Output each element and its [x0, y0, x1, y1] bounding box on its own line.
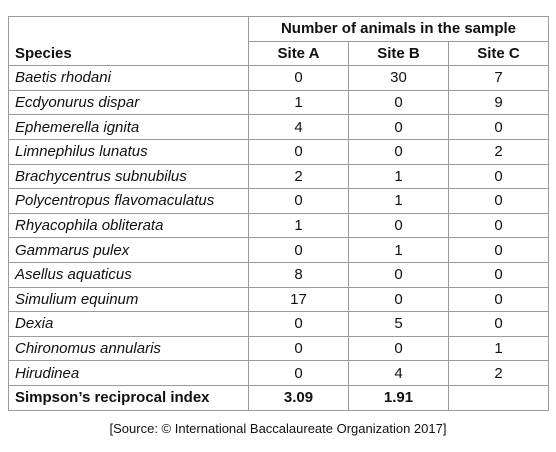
- index-value: 1.91: [348, 384, 449, 411]
- count-cell: 0: [348, 261, 449, 288]
- table-row: Polycentropus flavomaculatus 0 1 0: [8, 188, 549, 214]
- species-name: Hirudinea: [8, 360, 249, 386]
- count-cell: 0: [248, 237, 349, 263]
- column-header: Site B: [348, 40, 449, 67]
- empty-cell: [448, 384, 549, 411]
- count-cell: 2: [248, 163, 349, 190]
- table-row: Ecdyonurus dispar 1 0 9: [8, 89, 549, 116]
- count-cell: 1: [348, 163, 449, 190]
- index-label: Simpson’s reciprocal index: [8, 384, 249, 411]
- species-name: Rhyacophila obliterata: [8, 212, 249, 239]
- count-cell: 0: [448, 114, 549, 140]
- count-cell: 0: [248, 311, 349, 337]
- count-cell: 2: [448, 138, 549, 165]
- table-row: Simulium equinum 17 0 0: [8, 286, 549, 313]
- column-header: Site C: [448, 40, 549, 67]
- count-cell: 1: [248, 89, 349, 116]
- table-row: Hirudinea 0 4 2: [8, 360, 549, 386]
- index-row: Simpson’s reciprocal index 3.09 1.91: [8, 384, 549, 411]
- count-cell: 1: [248, 212, 349, 239]
- count-cell: 1: [348, 237, 449, 263]
- species-name: Asellus aquaticus: [8, 261, 249, 288]
- table-row: Limnephilus lunatus 0 0 2: [8, 138, 549, 165]
- species-name: Ecdyonurus dispar: [8, 89, 249, 116]
- count-cell: 0: [348, 114, 449, 140]
- count-cell: 0: [448, 311, 549, 337]
- count-cell: 1: [448, 335, 549, 362]
- species-name: Baetis rhodani: [8, 65, 249, 91]
- count-cell: 2: [448, 360, 549, 386]
- species-table: Species Number of animals in the sample …: [8, 15, 549, 411]
- count-cell: 0: [248, 335, 349, 362]
- column-header: Site A: [248, 40, 349, 67]
- table-row: Asellus aquaticus 8 0 0: [8, 261, 549, 288]
- species-name: Limnephilus lunatus: [8, 138, 249, 165]
- species-name: Brachycentrus subnubilus: [8, 163, 249, 190]
- count-cell: 0: [348, 138, 449, 165]
- count-cell: 8: [248, 261, 349, 288]
- count-cell: 0: [448, 286, 549, 313]
- group-header: Number of animals in the sample: [248, 16, 549, 42]
- count-cell: 0: [348, 212, 449, 239]
- species-name: Gammarus pulex: [8, 237, 249, 263]
- count-cell: 0: [448, 237, 549, 263]
- table-row: Rhyacophila obliterata 1 0 0: [8, 212, 549, 239]
- count-cell: 0: [448, 212, 549, 239]
- count-cell: 0: [248, 188, 349, 214]
- table-body: Baetis rhodani 0 30 7 Ecdyonurus dispar 1 0 9 Ep…: [8, 65, 549, 411]
- count-cell: 0: [248, 138, 349, 165]
- species-name: Ephemerella ignita: [8, 114, 249, 140]
- count-cell: 0: [448, 163, 549, 190]
- count-cell: 0: [248, 65, 349, 91]
- count-cell: 4: [248, 114, 349, 140]
- table-row: Gammarus pulex 0 1 0: [8, 237, 549, 263]
- table-row: Ephemerella ignita 4 0 0: [8, 114, 549, 140]
- count-cell: 5: [348, 311, 449, 337]
- index-value: 3.09: [248, 384, 349, 411]
- count-cell: 0: [348, 335, 449, 362]
- count-cell: 0: [348, 286, 449, 313]
- source-note: [Source: © International Baccalaureate O…: [109, 421, 447, 436]
- count-cell: 1: [348, 188, 449, 214]
- column-header: Species: [8, 15, 249, 67]
- count-cell: 9: [448, 89, 549, 116]
- count-cell: 4: [348, 360, 449, 386]
- species-name: Polycentropus flavomaculatus: [8, 188, 249, 214]
- species-name: Dexia: [8, 311, 249, 337]
- species-name: Chironomus annularis: [8, 335, 249, 362]
- count-cell: 0: [448, 188, 549, 214]
- count-cell: 0: [248, 360, 349, 386]
- table-row: Baetis rhodani 0 30 7: [8, 65, 549, 91]
- count-cell: 17: [248, 286, 349, 313]
- count-cell: 0: [448, 261, 549, 288]
- table-row: Chironomus annularis 0 0 1: [8, 335, 549, 362]
- count-cell: 0: [348, 89, 449, 116]
- table-row: Dexia 0 5 0: [8, 311, 549, 337]
- table-row: Brachycentrus subnubilus 2 1 0: [8, 163, 549, 190]
- species-name: Simulium equinum: [8, 286, 249, 313]
- count-cell: 7: [448, 65, 549, 91]
- count-cell: 30: [348, 65, 449, 91]
